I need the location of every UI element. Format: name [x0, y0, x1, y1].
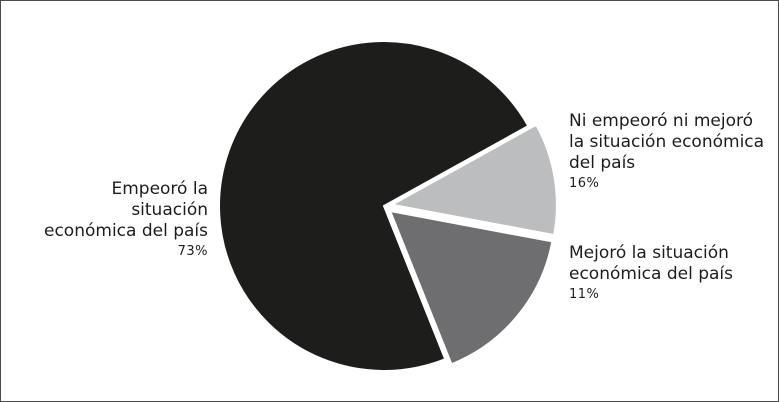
- slice-label-line: económica del país: [569, 264, 733, 284]
- slice-value-label: 11%: [569, 287, 600, 302]
- slice-value-label: 73%: [177, 244, 208, 259]
- slice-label-line: Mejoró la situación: [569, 243, 729, 263]
- slice-empeoro: [218, 40, 530, 372]
- slice-label-line: la situación económica: [569, 132, 765, 152]
- slice-label-line: económica del país: [44, 221, 208, 241]
- slice-label-line: situación: [131, 200, 208, 220]
- slice-label-empeoro: Empeoró la situación económica del país …: [44, 179, 208, 262]
- slice-label-line: Ni empeoró ni mejoró: [569, 111, 753, 131]
- slice-label-line: Empeoró la: [111, 179, 208, 199]
- slice-label-mejoro: Mejoró la situación económica del país 1…: [569, 243, 733, 305]
- slice-value-label: 16%: [569, 176, 600, 191]
- slice-mejoro: [388, 123, 558, 237]
- slice-label-line: del país: [569, 153, 636, 173]
- slice-ni-empeoro: [388, 209, 554, 366]
- slice-label-ni-empeoro: Ni empeoró ni mejoró la situación económ…: [569, 111, 764, 194]
